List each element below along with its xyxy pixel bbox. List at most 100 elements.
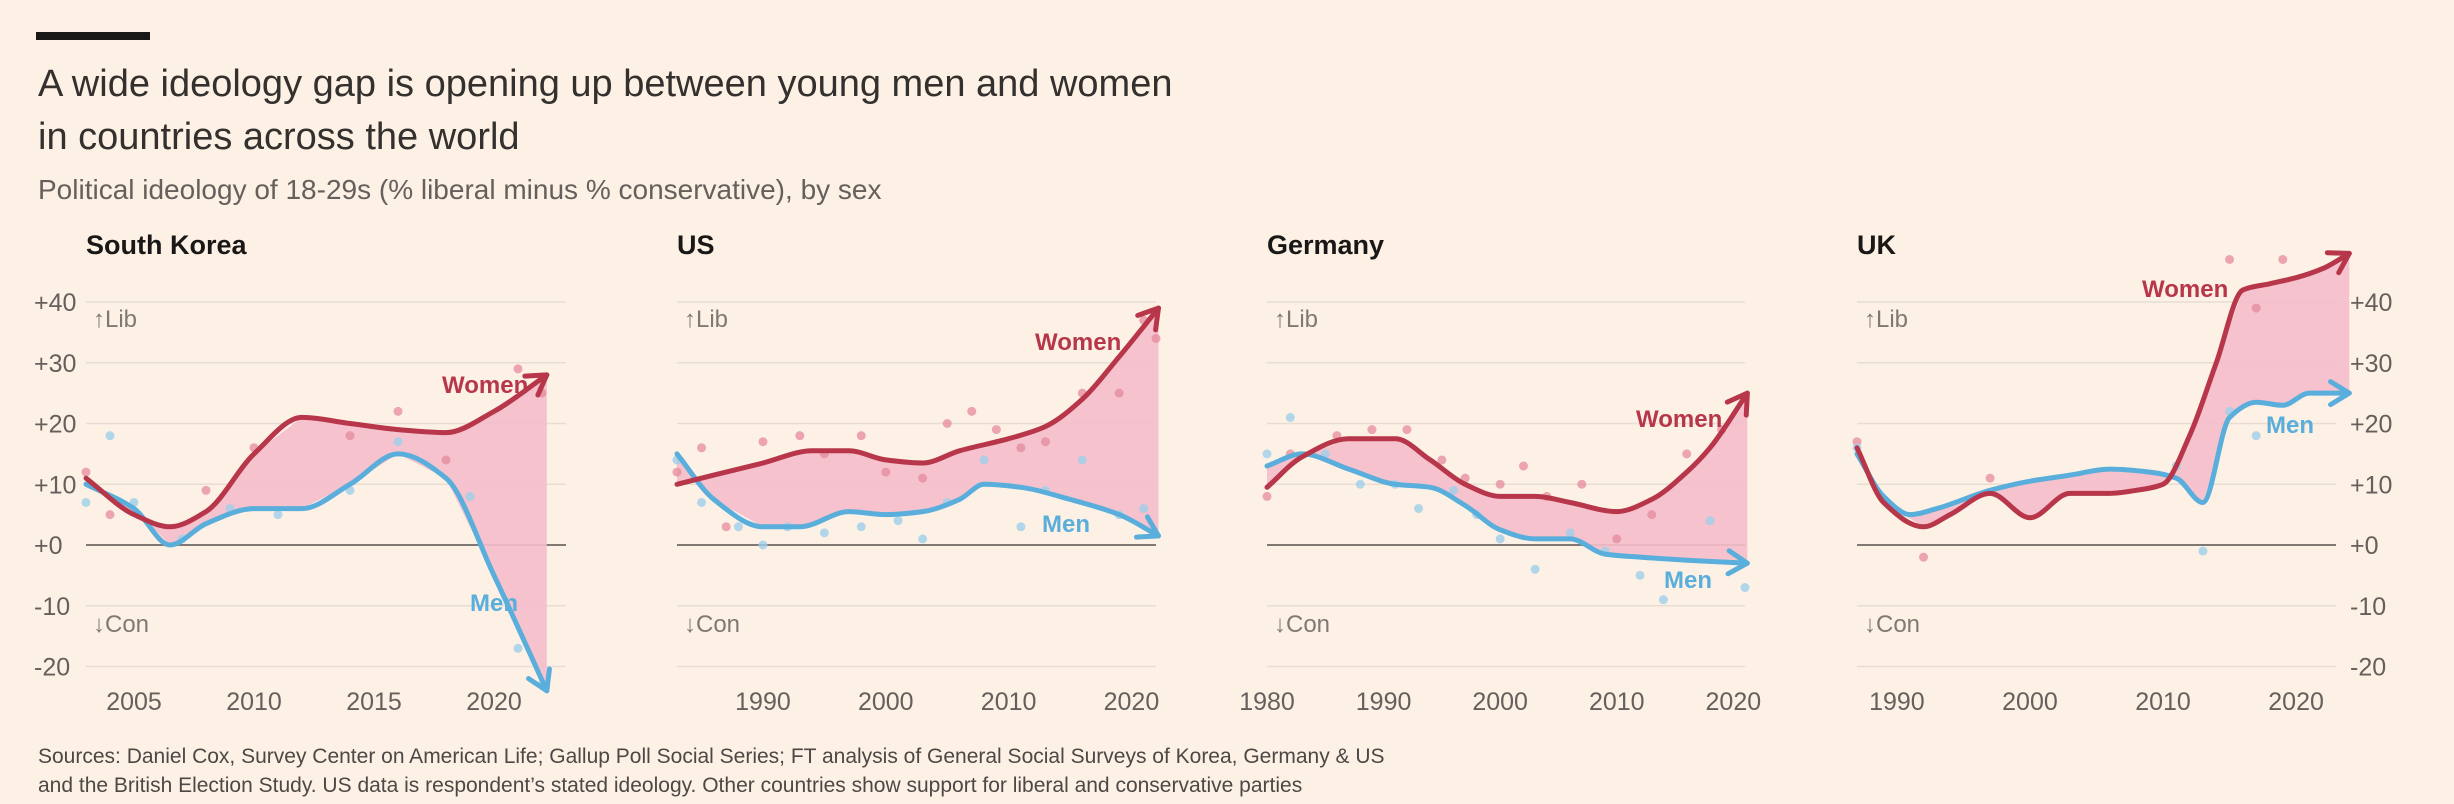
panel-title-us: US	[677, 230, 715, 260]
x-tick-label: 1990	[1356, 688, 1412, 716]
men-data-point	[856, 522, 866, 532]
women-data-point	[1577, 479, 1587, 489]
y-tick-label: +30	[34, 350, 76, 378]
y-tick-label: -10	[34, 593, 70, 621]
men-arrowhead	[1133, 514, 1161, 540]
women-data-point	[881, 467, 891, 477]
women-data-point	[1114, 388, 1124, 398]
gap-area	[677, 308, 1159, 536]
women-data-point	[513, 364, 523, 374]
women-data-point	[795, 431, 805, 441]
panel-south-korea: 2005 2010 2015 2020 ↑Lib ↓Con	[81, 301, 566, 716]
women-line	[83, 372, 550, 530]
women-data-point	[2225, 254, 2235, 264]
men-data-point	[1565, 528, 1575, 538]
lib-label: ↑Lib	[1274, 306, 1318, 333]
lib-label: ↑Lib	[93, 306, 137, 333]
con-label: ↓Con	[1274, 611, 1330, 638]
x-tick-label: 2000	[1472, 688, 1528, 716]
con-label: ↓Con	[684, 611, 740, 638]
source-line-2: and the British Election Study. US data …	[38, 774, 1303, 797]
gap-area	[86, 374, 547, 691]
women-data-point	[991, 425, 1001, 435]
men-data-point	[1495, 534, 1505, 544]
con-label: ↓Con	[93, 611, 149, 638]
y-tick-label: +20	[34, 411, 76, 439]
women-data-point	[1612, 534, 1622, 544]
women-arrowhead	[1724, 390, 1750, 418]
women-data-point	[1495, 479, 1505, 489]
men-data-point	[1139, 504, 1149, 514]
chart-title: A wide ideology gap is opening up betwee…	[38, 58, 1338, 164]
women-series-label: Women	[1035, 329, 1121, 356]
x-tick-label: 2015	[346, 688, 402, 716]
source-note: Sources: Daniel Cox, Survey Center on Am…	[38, 742, 1438, 800]
x-tick-label: 2020	[1104, 688, 1160, 716]
y-axis-right: +40 +30 +20 +10 +0 -10 -20	[2350, 289, 2392, 682]
women-data-point	[441, 455, 451, 465]
women-data-point	[672, 467, 682, 477]
men-arrowhead	[2328, 379, 2352, 408]
men-data-point	[1740, 583, 1750, 593]
men-data-point	[2198, 546, 2208, 556]
y-axis-left: +40 +30 +20 +10 +0 -10 -20	[34, 289, 76, 682]
x-tick-label: 1990	[1869, 688, 1925, 716]
x-tick-label: 1990	[735, 688, 791, 716]
men-data-point	[1635, 570, 1645, 580]
panel-title-south-korea: South Korea	[86, 230, 247, 260]
x-tick-label: 2010	[981, 688, 1037, 716]
women-arrowhead	[522, 372, 550, 398]
women-series-label: Women	[2142, 276, 2228, 303]
y-tick-label: +30	[2350, 350, 2392, 378]
women-data-point	[81, 467, 91, 477]
y-tick-label: +10	[2350, 471, 2392, 499]
con-label: ↓Con	[1864, 611, 1920, 638]
men-data-point	[1705, 516, 1715, 526]
x-tick-label: 2010	[226, 688, 282, 716]
y-tick-label: +40	[34, 289, 76, 317]
women-data-point	[721, 522, 731, 532]
women-data-point	[1040, 437, 1050, 447]
panel-title-germany: Germany	[1267, 230, 1385, 260]
men-data-point	[513, 643, 523, 653]
panel-uk: 1990 2000 2010 2020 ↑Lib ↓Con	[1852, 250, 2352, 716]
women-data-point	[105, 510, 115, 520]
men-line	[83, 451, 550, 694]
y-tick-label: +40	[2350, 289, 2392, 317]
women-data-point	[1151, 333, 1161, 343]
men-data-point	[1077, 455, 1087, 465]
women-data-point	[1682, 449, 1692, 459]
lib-label: ↑Lib	[1864, 306, 1908, 333]
y-tick-label: +10	[34, 471, 76, 499]
men-series-label: Men	[2266, 412, 2314, 439]
men-data-point	[1262, 449, 1272, 459]
women-data-point	[697, 443, 707, 453]
y-tick-label: +20	[2350, 411, 2392, 439]
men-series-label: Men	[1042, 511, 1090, 538]
panel-us: 1990 2000 2010 2020 ↑Lib ↓Con	[672, 301, 1161, 716]
x-tick-label: 2000	[2002, 688, 2058, 716]
men-data-point	[819, 528, 829, 538]
gap-area	[1267, 393, 1748, 564]
lib-label: ↑Lib	[684, 306, 728, 333]
women-data-point	[201, 485, 211, 495]
women-data-point	[967, 406, 977, 416]
men-data-point	[1016, 522, 1026, 532]
x-tick-label: 2010	[1589, 688, 1645, 716]
men-data-point	[918, 534, 928, 544]
ft-brand-bar	[36, 32, 150, 40]
women-series-label: Women	[1636, 406, 1722, 433]
panel-germany: 1980 1990 2000 2010 2020 ↑Lib ↓Con	[1239, 301, 1761, 716]
men-data-point	[1355, 479, 1365, 489]
women-data-point	[393, 406, 403, 416]
men-series-label: Men	[1664, 567, 1712, 594]
men-data-point	[81, 497, 91, 507]
women-data-point	[758, 437, 768, 447]
men-data-point	[2251, 431, 2261, 441]
panel-title-uk: UK	[1857, 230, 1896, 260]
men-line	[1854, 390, 2352, 518]
y-tick-label: +0	[2350, 532, 2379, 560]
men-data-point	[1658, 595, 1668, 605]
men-line	[1264, 451, 1750, 566]
men-data-point	[273, 510, 283, 520]
